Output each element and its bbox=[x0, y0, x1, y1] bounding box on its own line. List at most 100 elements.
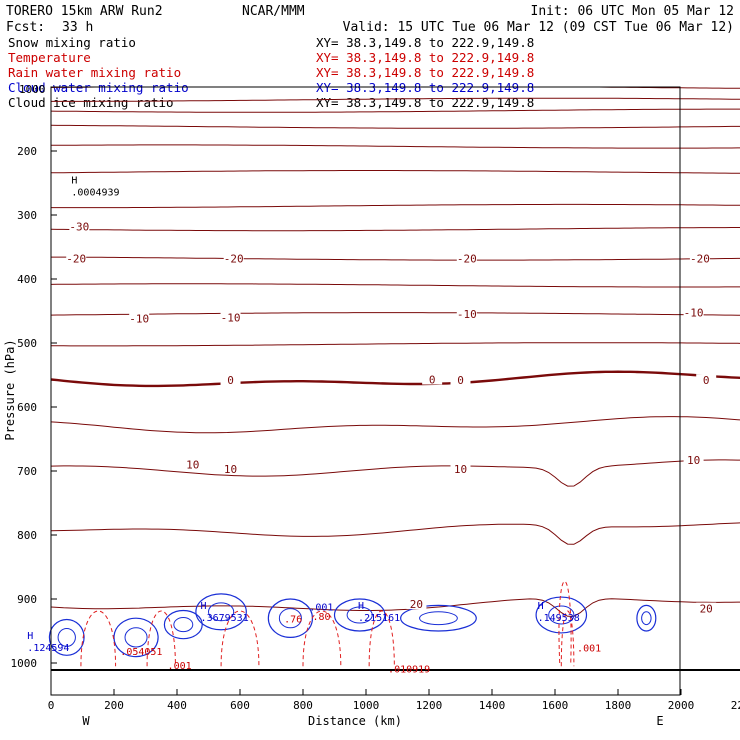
legend-label-snow: Snow mixing ratio bbox=[8, 35, 136, 50]
isotherm-label-bg bbox=[450, 374, 471, 386]
contour-labels: -30 -20 -20 -20 -20 -10 -10 -10 -10 0 0 0 0 10 10 10 10 2… bbox=[27, 175, 717, 675]
init-time: Init: 06 UTC Mon 05 Mar 12 bbox=[531, 4, 735, 19]
isotherm--40 bbox=[51, 144, 740, 149]
isotherm--55 bbox=[51, 97, 740, 102]
isotherm-label-bg bbox=[456, 308, 477, 320]
x-tick-label: 600 bbox=[230, 699, 250, 712]
isotherm-label-bg bbox=[422, 373, 443, 385]
cloud-water-contour bbox=[400, 604, 477, 632]
cloud-water-contour bbox=[195, 593, 247, 631]
y-tick-label: 200 bbox=[17, 145, 37, 158]
x-tick-label: 1600 bbox=[542, 699, 569, 712]
ground-surface bbox=[51, 669, 740, 671]
fcst-value: 33 h bbox=[62, 20, 93, 35]
isotherm-label: -20 bbox=[224, 253, 244, 266]
cloud-water-contour bbox=[163, 609, 203, 640]
isotherm-label-bg bbox=[129, 312, 150, 324]
rain-water-contour bbox=[302, 610, 342, 667]
high-marker: H bbox=[71, 175, 77, 186]
field-contours bbox=[48, 86, 740, 671]
high-marker: H bbox=[27, 631, 33, 642]
valid-time: Valid: 15 UTC Tue 06 Mar 12 (09 CST Tue … bbox=[343, 20, 734, 35]
rain-water-contour bbox=[558, 580, 572, 664]
x-tick-label: 400 bbox=[167, 699, 187, 712]
y-tick-label: 500 bbox=[17, 337, 37, 350]
contour-value-label: .001 bbox=[309, 602, 333, 613]
isotherm-label: -20 bbox=[66, 253, 86, 266]
rain-water-contour bbox=[368, 610, 395, 667]
legend-label-cloud-ice: Cloud ice mixing ratio bbox=[8, 95, 174, 110]
x-tick-label: 2000 bbox=[668, 699, 695, 712]
isotherm-label-bg bbox=[406, 598, 427, 610]
isotherm-label-bg bbox=[69, 220, 90, 232]
isotherm-15 bbox=[50, 522, 740, 545]
isotherm-10 bbox=[50, 459, 740, 487]
isotherm-label-bg bbox=[220, 311, 241, 323]
isotherm-label: 0 bbox=[429, 373, 436, 386]
isotherm-label-bg bbox=[223, 252, 244, 264]
isotherm-label-bg bbox=[456, 252, 477, 264]
cloud-water-contour bbox=[113, 617, 159, 658]
extremum-value: .3679531 bbox=[201, 613, 249, 624]
x-axis-label: Distance (km) bbox=[308, 714, 402, 728]
y-tick-label: 400 bbox=[17, 273, 37, 286]
contour-value-label: .010919 bbox=[388, 664, 430, 675]
cloud-water-contour bbox=[173, 617, 194, 633]
legend-xy-snow: XY= 38.3,149.8 to 222.9,149.8 bbox=[316, 35, 534, 50]
legend-label-temperature: Temperature bbox=[8, 50, 91, 65]
cloud-water-contour bbox=[124, 627, 148, 648]
org-label: NCAR/MMM bbox=[242, 4, 305, 19]
model-title: TORERO 15km ARW Run2 bbox=[6, 4, 163, 19]
isotherm-label-bg bbox=[220, 463, 241, 475]
extremum-value: .124594 bbox=[27, 643, 69, 654]
rain-water-contour bbox=[146, 610, 176, 667]
cloud-water-contour bbox=[208, 602, 235, 622]
y-tick-label: 1000 bbox=[11, 657, 38, 670]
isotherm--5 bbox=[51, 342, 740, 347]
isotherm-label: -10 bbox=[684, 306, 704, 319]
x-tick-label: 1800 bbox=[605, 699, 632, 712]
high-marker: H bbox=[538, 601, 544, 612]
x-tick-label: 800 bbox=[293, 699, 313, 712]
isotherm-label-bg bbox=[450, 463, 471, 475]
plot-frame bbox=[50, 86, 681, 696]
contour-value-label: .054051 bbox=[120, 647, 162, 658]
isotherm--50 bbox=[50, 108, 740, 113]
isotherm-label: 10 bbox=[454, 463, 467, 476]
isotherm--10 bbox=[50, 312, 740, 316]
contour-value-label: .80 bbox=[312, 612, 330, 623]
isotherm-5 bbox=[50, 416, 740, 434]
y-axis-label: Pressure (hPa) bbox=[3, 339, 17, 440]
axes: 0 200 400 600 800 1000 1200 1400 1600 1800 2000 2 20… bbox=[11, 86, 740, 712]
cloud-water-contour bbox=[57, 627, 76, 647]
legend-xy-temperature: XY= 38.3,149.8 to 222.9,149.8 bbox=[316, 50, 534, 65]
y-tick-label: 700 bbox=[17, 465, 37, 478]
east-end-label: E bbox=[656, 714, 663, 728]
cloud-water-contour bbox=[278, 608, 302, 629]
isotherm--15 bbox=[50, 283, 740, 288]
isotherm-label: -20 bbox=[457, 253, 477, 266]
isotherm-label: 20 bbox=[700, 603, 713, 616]
x-tick-label: 1200 bbox=[416, 699, 443, 712]
isotherm-label-bg bbox=[683, 306, 704, 318]
rain-water-contour bbox=[80, 610, 117, 667]
cloud-water-contour bbox=[333, 598, 386, 632]
cloud-water-contour bbox=[535, 596, 588, 634]
isotherm-label-bg bbox=[689, 252, 710, 264]
x-tick-label: 1400 bbox=[479, 699, 506, 712]
overlap-1000-label: 1000 bbox=[19, 83, 46, 96]
cloud-water-contour bbox=[548, 605, 575, 625]
isotherm-label: 10 bbox=[224, 463, 237, 476]
isotherm--45 bbox=[50, 124, 740, 129]
isotherm-20 bbox=[50, 598, 740, 617]
fcst-label: Fcst: bbox=[6, 20, 45, 35]
y-tick-label: 800 bbox=[17, 529, 37, 542]
rain-water-contour bbox=[220, 610, 260, 667]
isotherm--25 bbox=[50, 227, 740, 232]
legend-label-rain: Rain water mixing ratio bbox=[8, 65, 181, 80]
isotherm-label: -10 bbox=[221, 311, 241, 324]
isotherm--20 bbox=[51, 256, 740, 261]
isotherm-label: -30 bbox=[69, 221, 89, 234]
legend-xy-rain: XY= 38.3,149.8 to 222.9,149.8 bbox=[316, 65, 534, 80]
